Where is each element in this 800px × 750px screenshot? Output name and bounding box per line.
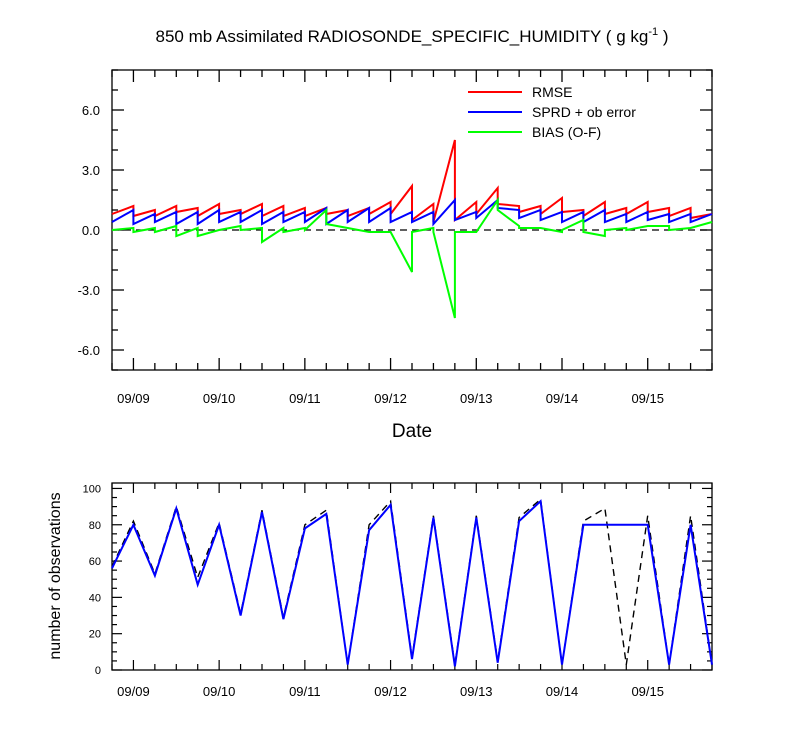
top-x-tick-label: 09/14 <box>546 391 579 406</box>
top-y-tick-label: -3.0 <box>78 283 100 298</box>
bottom-y-tick-label: 40 <box>89 592 101 604</box>
rmse-line <box>111 139 713 223</box>
top-x-tick-label: 09/10 <box>203 391 236 406</box>
top-panel: 09/09 09/10 09/11 09/12 09/13 09/14 09/15 6.0 3.… <box>78 69 713 406</box>
bottom-y-tick-label: 100 <box>83 483 101 495</box>
legend-label: SPRD + ob error <box>532 104 636 120</box>
bias-line <box>111 196 713 319</box>
chart-title-close: ) <box>658 27 668 46</box>
assimilated-obs-line <box>111 499 713 667</box>
x-axis-title: Date <box>392 421 432 442</box>
bottom-y-tick-label: 0 <box>95 665 101 677</box>
bottom-x-tick-label: 09/11 <box>289 684 321 699</box>
chart-title-main: 850 mb Assimilated RADIOSONDE_SPECIFIC_H… <box>156 27 649 46</box>
legend-label: BIAS (O-F) <box>532 124 601 140</box>
top-y-tick-label: 6.0 <box>82 103 100 118</box>
bottom-x-tick-label: 09/10 <box>203 684 236 699</box>
legend-label: RMSE <box>532 84 572 100</box>
top-y-tick-label: -6.0 <box>78 343 100 358</box>
bottom-y-tick-label: 20 <box>89 629 101 641</box>
top-y-tick-label: 0.0 <box>82 223 100 238</box>
bottom-plot-frame <box>111 482 713 671</box>
chart-title: 850 mb Assimilated RADIOSONDE_SPECIFIC_H… <box>156 26 669 46</box>
sprd-line <box>111 197 713 227</box>
bottom-x-tick-label: 09/09 <box>117 684 150 699</box>
legend-item-sprd: SPRD + ob error <box>468 104 636 120</box>
top-x-tick-label: 09/12 <box>374 391 407 406</box>
bottom-x-tick-label: 09/15 <box>631 684 664 699</box>
legend-item-bias: BIAS (O-F) <box>468 124 601 140</box>
top-x-tick-label: 09/15 <box>631 391 664 406</box>
bottom-x-tick-label: 09/12 <box>374 684 407 699</box>
top-x-tick-label: 09/13 <box>460 391 493 406</box>
bottom-x-tick-label: 09/14 <box>546 684 579 699</box>
bottom-panel: 09/09 09/10 09/11 09/12 09/13 09/14 09/15 100 80… <box>83 482 713 699</box>
top-x-tick-label: 09/09 <box>117 391 150 406</box>
bottom-y-tick-label: 80 <box>89 520 101 532</box>
top-x-tick-label: 09/11 <box>289 391 321 406</box>
y-axis-title-bottom: number of observations <box>47 492 64 659</box>
bottom-x-tick-label: 09/13 <box>460 684 493 699</box>
bottom-y-tick-label: 60 <box>89 556 101 568</box>
top-y-tick-label: 3.0 <box>82 163 100 178</box>
chart-title-text: 850 mb Assimilated RADIOSONDE_SPECIFIC_H… <box>156 26 669 46</box>
chart-title-sup: -1 <box>648 26 658 38</box>
legend-item-rmse: RMSE <box>468 84 572 100</box>
legend: RMSE SPRD + ob error BIAS (O-F) <box>468 84 636 140</box>
